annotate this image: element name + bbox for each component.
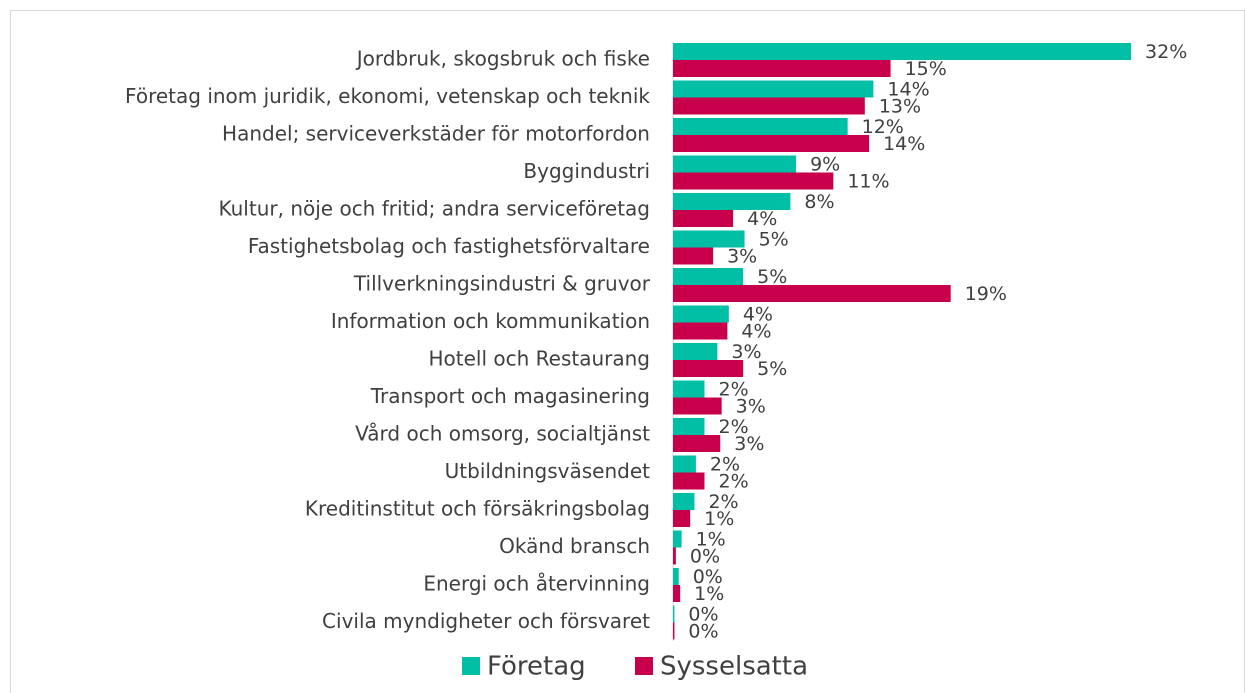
legend-label: Sysselsatta (660, 652, 808, 682)
bar (673, 118, 848, 135)
bar (673, 622, 675, 640)
value-label: 14% (883, 133, 925, 155)
bar (673, 97, 865, 115)
category-label: Energi och återvinning (423, 572, 650, 596)
value-label: 15% (905, 58, 947, 80)
value-label: 2% (718, 471, 748, 493)
value-label: 11% (847, 171, 889, 193)
category-label: Civila myndigheter och försvaret (322, 609, 650, 633)
bar (673, 155, 797, 173)
value-label: 19% (965, 283, 1007, 305)
bar (673, 397, 722, 415)
category-label: Information och kommunikation (331, 309, 650, 333)
value-label: 9% (810, 154, 840, 176)
bar (673, 230, 745, 248)
bar (673, 172, 834, 190)
bar (673, 435, 721, 452)
value-label: 32% (1145, 41, 1187, 63)
value-label: 3% (727, 246, 757, 268)
bar (673, 247, 714, 265)
category-label: Hotell och Restaurang (428, 347, 650, 371)
value-label: 2% (718, 416, 748, 438)
category-label: Okänd bransch (499, 534, 650, 558)
bar (673, 343, 718, 360)
bar (673, 285, 951, 302)
bar (673, 322, 728, 340)
legend-swatch (635, 657, 653, 675)
value-label: 4% (741, 321, 771, 343)
value-label: 14% (887, 79, 929, 101)
bar (673, 135, 870, 152)
value-label: 4% (743, 304, 773, 326)
bar (673, 418, 705, 435)
bar (673, 80, 874, 98)
category-label: Företag inom juridik, ekonomi, vetenskap… (125, 84, 650, 108)
value-label: 12% (862, 116, 904, 138)
bar (673, 568, 679, 585)
category-label: Utbildningsväsendet (445, 459, 651, 483)
bar (673, 43, 1132, 60)
value-label: 2% (708, 491, 738, 513)
bar (673, 547, 676, 565)
category-label: Fastighetsbolag och fastighetsförvaltare (248, 234, 650, 258)
bar (673, 510, 691, 527)
category-label: Kreditinstitut och försäkringsbolag (305, 497, 650, 521)
bar (673, 605, 675, 623)
bar (673, 360, 744, 377)
bar (673, 530, 682, 548)
category-label: Byggindustri (523, 159, 650, 183)
value-label: 13% (879, 96, 921, 118)
value-label: 5% (757, 266, 787, 288)
bar (673, 60, 891, 77)
bar (673, 380, 705, 398)
value-label: 0% (690, 546, 720, 568)
category-label: Vård och omsorg, socialtjänst (355, 422, 650, 446)
category-label: Handel; serviceverkstäder för motorfordo… (222, 122, 650, 146)
value-label: 2% (718, 379, 748, 401)
bar (673, 455, 696, 473)
bar (673, 210, 734, 227)
category-label: Jordbruk, skogsbruk och fiske (355, 47, 650, 71)
value-label: 4% (747, 208, 777, 230)
value-label: 8% (804, 191, 834, 213)
category-label: Tillverkningsindustri & gruvor (353, 272, 651, 296)
value-label: 3% (731, 341, 761, 363)
bar (673, 193, 791, 210)
value-label: 5% (757, 358, 787, 380)
value-label: 1% (696, 529, 726, 551)
category-label: Kultur, nöje och fritid; andra servicefö… (219, 197, 650, 221)
value-label: 5% (759, 229, 789, 251)
value-label: 0% (693, 566, 723, 588)
bar (673, 585, 681, 602)
bar (673, 305, 729, 323)
value-label: 0% (688, 604, 718, 626)
bar (673, 472, 705, 490)
value-label: 3% (734, 433, 764, 455)
value-label: 0% (688, 621, 718, 643)
value-label: 1% (704, 508, 734, 530)
value-label: 3% (736, 396, 766, 418)
legend-swatch (462, 657, 480, 675)
bar (673, 493, 695, 510)
legend-label: Företag (487, 652, 586, 682)
category-label: Transport och magasinering (370, 384, 650, 408)
value-label: 1% (694, 583, 724, 605)
value-label: 2% (710, 454, 740, 476)
bar (673, 268, 744, 285)
